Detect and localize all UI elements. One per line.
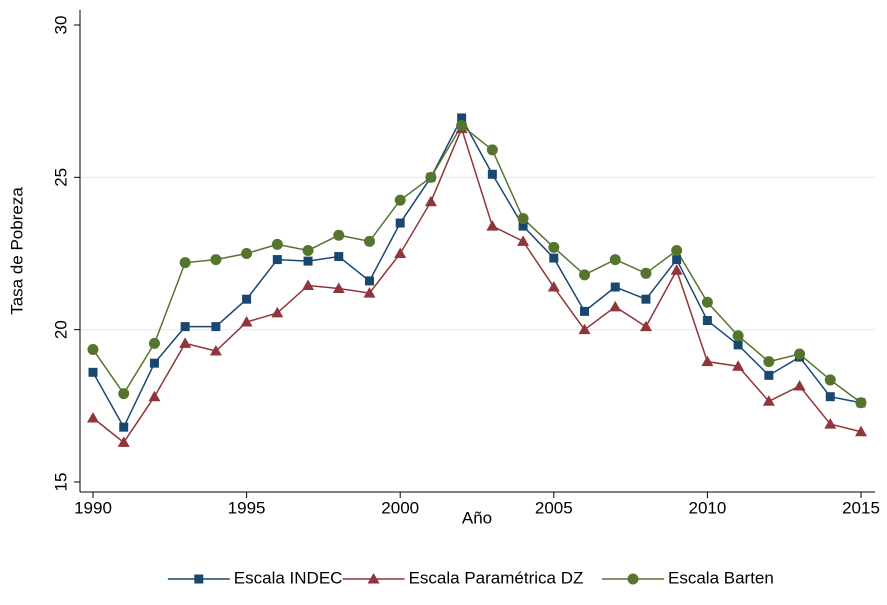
series-line [92, 126, 862, 444]
legend-marker [194, 574, 204, 584]
x-tick-label: 2015 [842, 498, 880, 517]
x-tick-label: 1990 [74, 498, 112, 517]
data-point [179, 257, 191, 269]
data-point [88, 367, 98, 377]
data-point [549, 253, 559, 263]
legend-label: Escala Barten [668, 568, 774, 587]
data-point [149, 358, 159, 368]
data-point [87, 412, 99, 423]
data-point [117, 436, 130, 447]
data-point [487, 169, 497, 179]
y-tick-label: 30 [51, 16, 70, 35]
data-point [670, 264, 683, 275]
data-point [271, 238, 283, 250]
data-point [763, 356, 775, 368]
data-point [332, 282, 345, 294]
data-point [793, 380, 806, 391]
data-point [855, 397, 867, 409]
data-point [363, 287, 376, 298]
data-point [517, 212, 529, 224]
data-point [486, 144, 498, 156]
data-point [824, 418, 837, 429]
data-point [272, 255, 282, 265]
data-point [762, 395, 775, 406]
data-point [609, 300, 622, 312]
data-point [240, 316, 253, 327]
data-point [242, 294, 252, 304]
data-point [87, 343, 99, 355]
legend-label: Escala INDEC [234, 568, 343, 587]
data-point [672, 255, 682, 265]
x-tick-label: 2010 [688, 498, 726, 517]
data-point [180, 322, 190, 332]
data-point [825, 392, 835, 402]
data-point [610, 282, 620, 292]
data-point [333, 229, 345, 241]
data-point [702, 316, 712, 326]
data-point [732, 330, 744, 342]
data-point [303, 256, 313, 266]
data-point [547, 281, 560, 292]
data-point [394, 247, 407, 258]
data-point [456, 120, 468, 132]
data-point [209, 344, 222, 356]
data-point [210, 254, 222, 266]
y-axis-label: Tasa de Pobreza [7, 187, 26, 315]
data-point [148, 337, 160, 349]
y-tick-label: 25 [51, 168, 70, 187]
data-point [302, 244, 314, 256]
data-point [457, 113, 467, 123]
x-tick-label: 2005 [535, 498, 573, 517]
data-point [640, 267, 652, 279]
x-tick-label: 2000 [381, 498, 419, 517]
data-point [395, 218, 405, 228]
x-axis-label: Año [462, 508, 492, 527]
series-line [92, 116, 862, 429]
data-point [271, 306, 284, 318]
data-point [764, 370, 774, 380]
y-tick-label: 15 [51, 473, 70, 492]
legend-marker [367, 573, 380, 584]
data-point [179, 337, 192, 348]
data-point [518, 221, 528, 231]
data-point [302, 279, 315, 290]
legend-label: Escala Paramétrica DZ [409, 568, 584, 587]
data-point [425, 171, 437, 183]
data-point [732, 360, 745, 371]
y-tick-label: 20 [51, 320, 70, 339]
data-point [580, 306, 590, 316]
data-point [363, 235, 375, 247]
data-point [517, 235, 530, 246]
data-point [119, 422, 129, 432]
data-point [701, 355, 714, 367]
data-point [148, 390, 161, 402]
data-point [824, 374, 836, 386]
data-point [579, 269, 591, 281]
data-point [641, 294, 651, 304]
data-point [855, 425, 867, 437]
data-point [486, 220, 499, 231]
data-point [548, 241, 560, 253]
data-point [639, 320, 652, 332]
data-point [671, 244, 683, 256]
data-point [609, 254, 621, 266]
x-tick-label: 1995 [228, 498, 266, 517]
data-point [701, 296, 713, 308]
data-point [394, 194, 406, 206]
data-point [334, 252, 344, 262]
data-point [733, 340, 743, 350]
data-point [118, 388, 130, 400]
data-point [211, 322, 221, 332]
data-point [794, 348, 806, 360]
legend-marker [627, 573, 639, 585]
data-point [424, 195, 437, 207]
data-point [241, 248, 253, 259]
data-point [578, 323, 591, 335]
data-point [364, 276, 374, 286]
